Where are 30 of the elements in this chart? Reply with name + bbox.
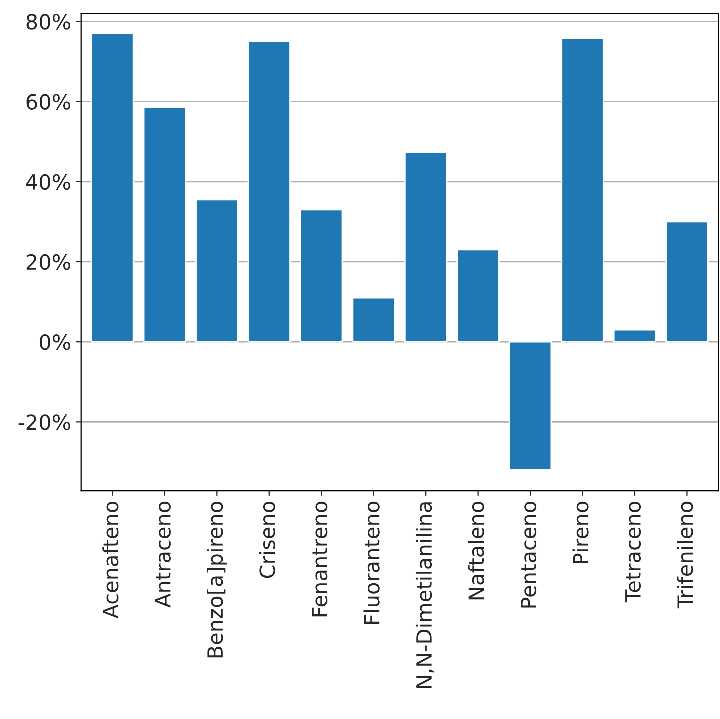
bar	[196, 199, 239, 343]
y-tick-label: 40%	[26, 174, 70, 190]
x-tick-label: Fenantreno	[312, 502, 328, 617]
x-tick-label: Pentaceno	[521, 502, 537, 608]
bar	[91, 32, 134, 343]
x-tick-label: Antraceno	[155, 502, 171, 608]
bar	[508, 341, 552, 471]
bar	[404, 152, 448, 343]
bar	[613, 329, 657, 343]
x-tick-label: Fluoranteno	[364, 502, 380, 624]
y-tick-label: 60%	[26, 94, 70, 110]
x-tick-label: Criseno	[259, 502, 276, 578]
bar	[666, 221, 709, 343]
bar	[456, 249, 500, 343]
x-tick-label: Acenafteno	[102, 502, 119, 619]
y-tick-label: 20%	[26, 254, 70, 270]
x-tick-label: N,N-Dimetilanilina	[416, 502, 434, 688]
bar	[143, 107, 187, 343]
x-tick-label: Benzo[a]pireno	[207, 502, 228, 658]
y-tick-label: -20%	[18, 414, 70, 430]
bar	[352, 297, 396, 343]
bar	[248, 41, 291, 343]
x-tick-label: Trifenileno	[677, 502, 694, 609]
bar	[561, 38, 604, 343]
x-tick-label: Tetraceno	[626, 502, 642, 603]
bar	[300, 209, 344, 343]
y-tick-label: 0%	[40, 334, 70, 350]
x-tick-label: Pireno	[572, 502, 589, 564]
x-tick-label: Naftaleno	[468, 502, 484, 600]
y-tick-label: 80%	[26, 14, 70, 30]
